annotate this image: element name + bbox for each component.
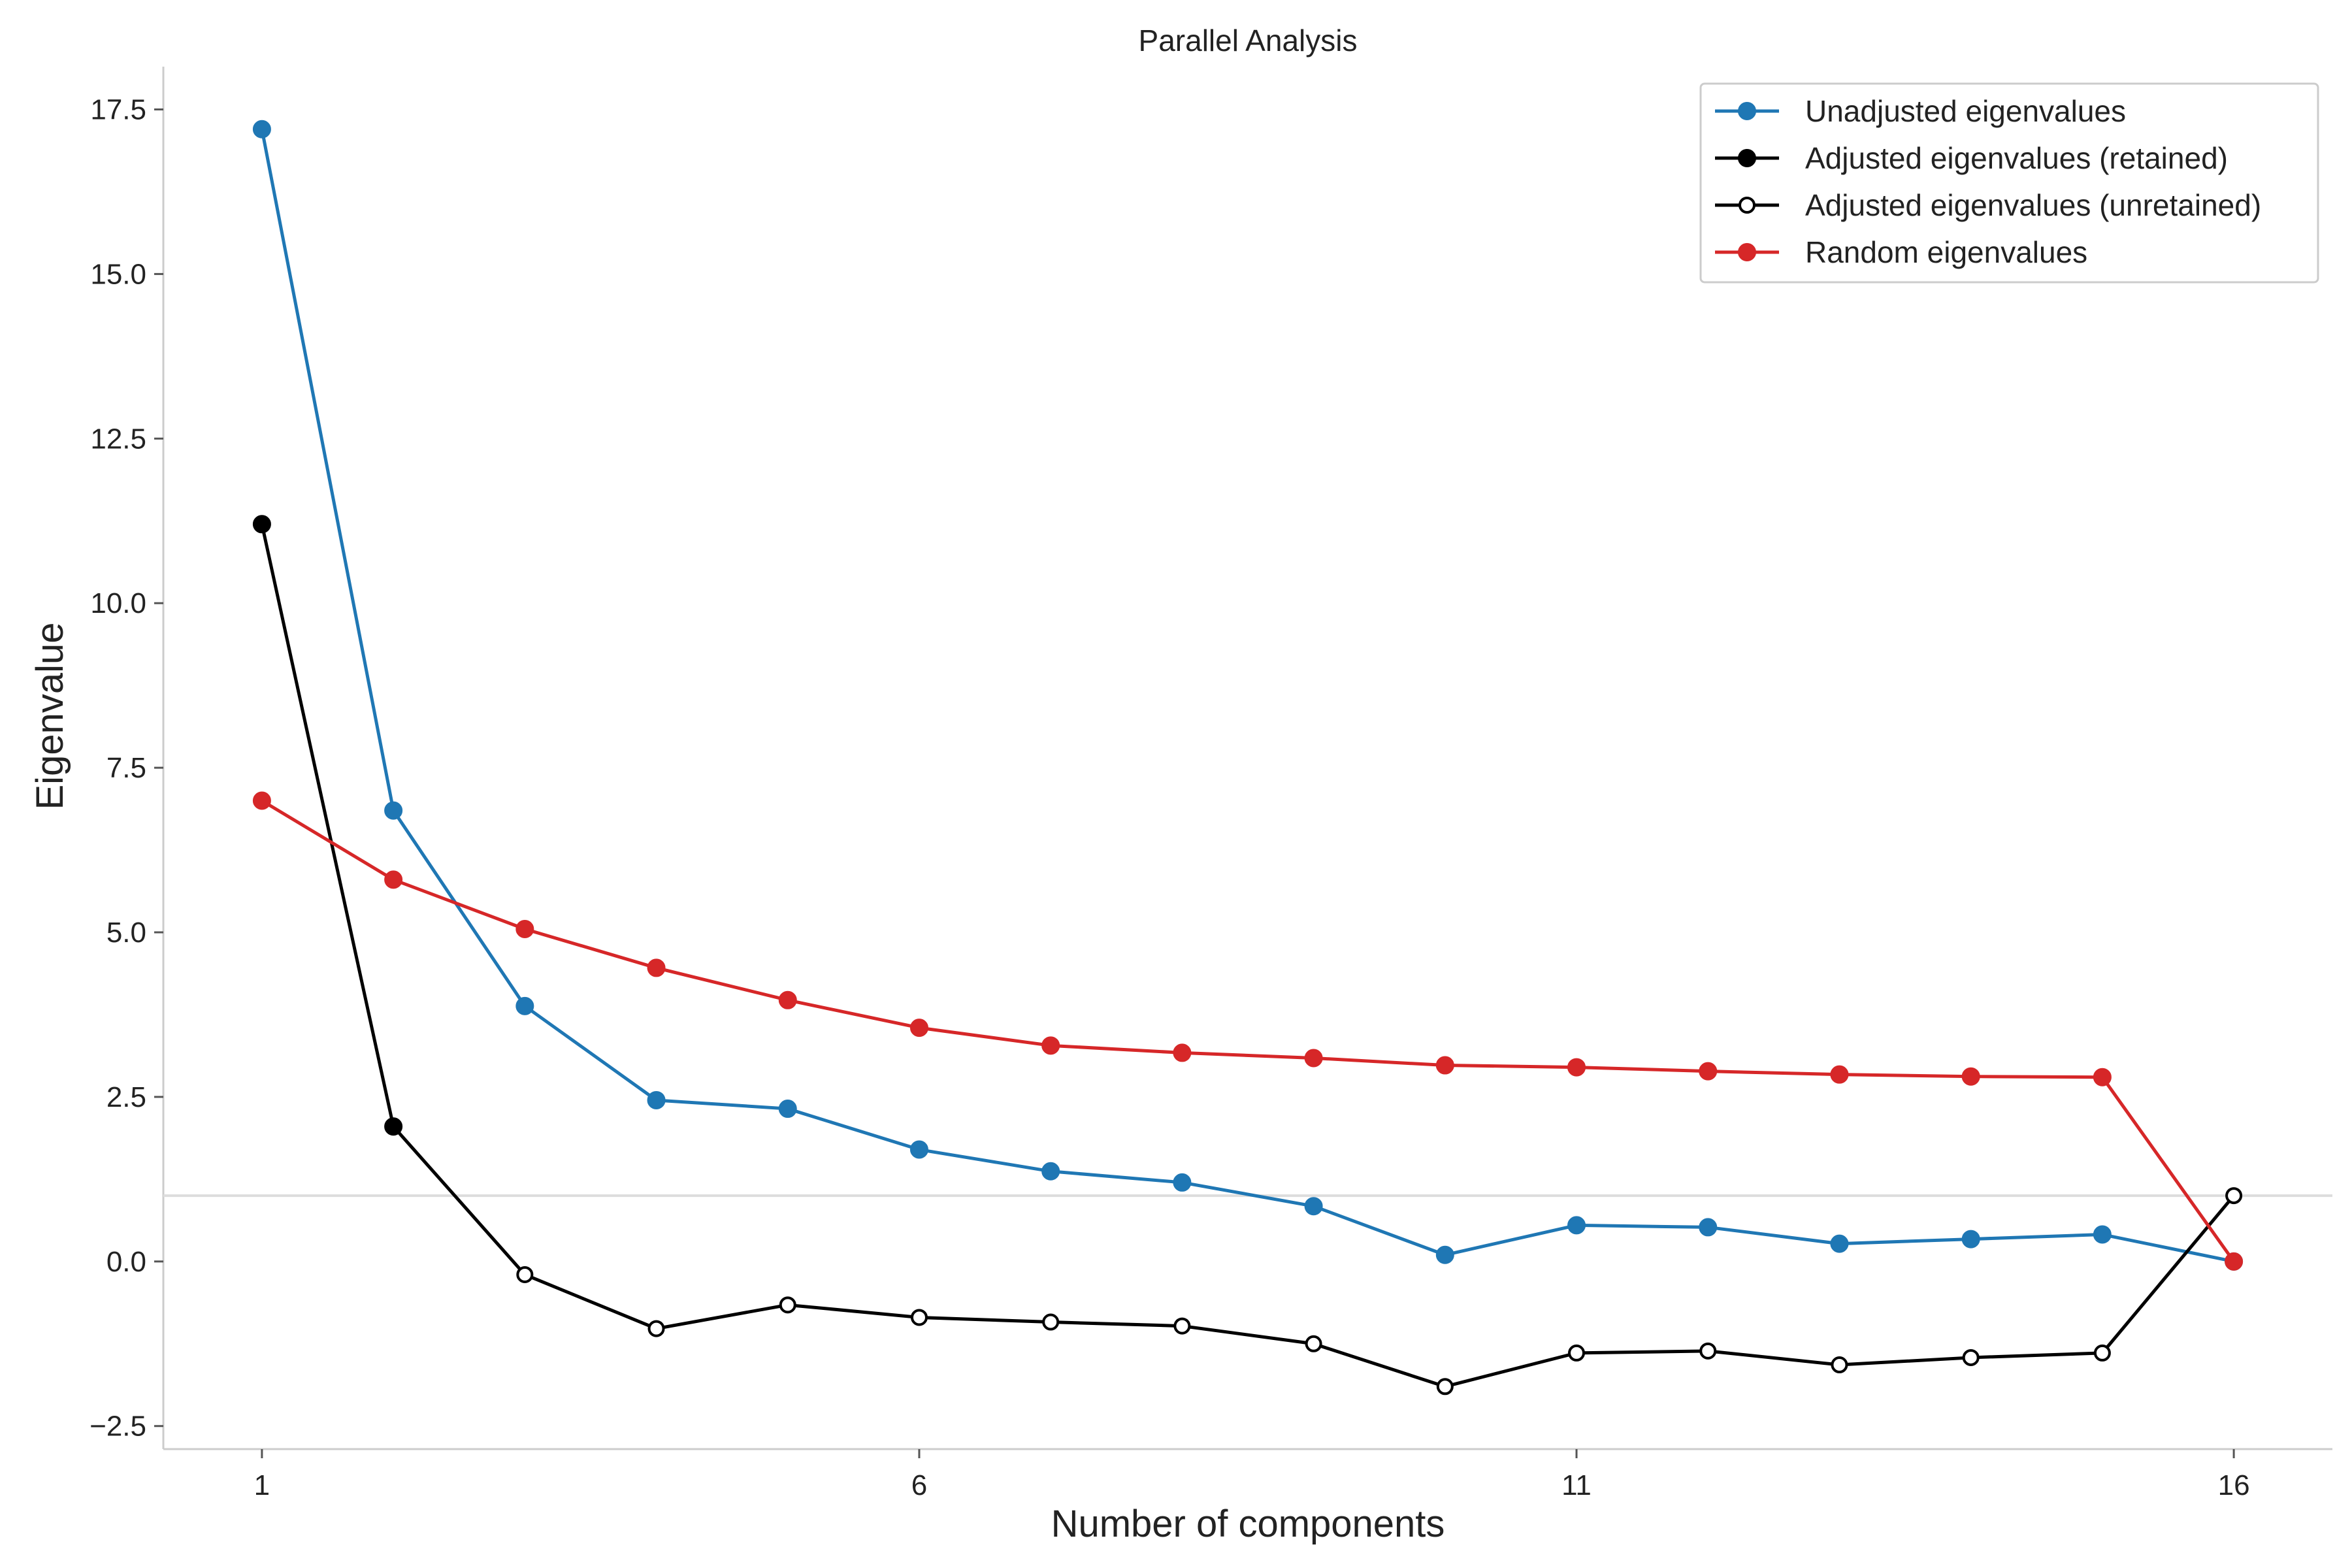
series-line	[261, 799, 2236, 1263]
data-point	[384, 870, 403, 889]
data-point	[778, 1100, 797, 1119]
data-point	[252, 515, 271, 534]
data-point	[647, 1090, 666, 1109]
axes	[162, 67, 2332, 1450]
series-layer	[252, 120, 2244, 1396]
series-line	[260, 129, 2234, 1264]
x-tick-label: 11	[1561, 1469, 1592, 1501]
data-point	[252, 791, 271, 810]
data-point	[909, 1140, 928, 1159]
y-tick-label: 17.5	[90, 93, 146, 125]
data-point	[1962, 1348, 1980, 1366]
data-point	[1961, 1067, 1980, 1086]
data-point	[252, 120, 271, 139]
data-point	[2093, 1225, 2112, 1244]
data-point	[647, 958, 666, 977]
series-random-eigenvalues	[252, 791, 2244, 1271]
data-point	[384, 801, 403, 820]
legend-swatch-marker	[1738, 102, 1756, 120]
legend-item: Unadjusted eigenvalues	[1715, 94, 2126, 128]
legend-label: Adjusted eigenvalues (unretained)	[1805, 188, 2261, 222]
data-point	[2093, 1068, 2112, 1086]
y-tick-label: 12.5	[90, 423, 146, 455]
legend-label: Random eigenvalues	[1805, 235, 2087, 269]
data-point	[515, 996, 534, 1015]
data-point	[909, 1019, 928, 1037]
data-point	[1042, 1313, 1060, 1331]
data-point	[1304, 1049, 1323, 1068]
legend-swatch-marker	[1738, 149, 1756, 167]
data-point	[647, 1320, 665, 1337]
x-tick-label: 6	[911, 1469, 927, 1501]
y-tick-label: −2.5	[90, 1411, 146, 1443]
data-point	[2225, 1252, 2244, 1271]
data-point	[1699, 1062, 1718, 1081]
legend-box	[1699, 82, 2319, 284]
data-point	[1830, 1234, 1849, 1253]
data-point	[1173, 1043, 1192, 1062]
y-tick-label: 5.0	[106, 917, 146, 949]
data-point	[1699, 1218, 1718, 1237]
legend-label: Unadjusted eigenvalues	[1805, 94, 2126, 128]
legend-item: Adjusted eigenvalues (unretained)	[1715, 188, 2261, 222]
data-point	[1699, 1342, 1717, 1360]
legend-swatch-marker	[1738, 243, 1756, 261]
data-point	[778, 990, 797, 1009]
y-tick-label: 2.5	[106, 1081, 146, 1113]
data-point	[1435, 1245, 1454, 1264]
data-point	[1568, 1344, 1586, 1362]
series-adjusted-eigenvalues-unretained	[392, 1125, 2243, 1396]
y-tick-label: 10.0	[90, 587, 146, 619]
series-line	[260, 523, 395, 1127]
data-point	[1435, 1056, 1454, 1075]
legend-swatch-marker	[1739, 197, 1756, 214]
x-tick-label: 1	[254, 1469, 270, 1501]
data-point	[910, 1309, 928, 1326]
data-point	[1173, 1173, 1192, 1192]
legend-item: Random eigenvalues	[1715, 235, 2087, 269]
chart-title: Parallel Analysis	[1139, 24, 1358, 57]
y-axis-label: Eigenvalue	[29, 623, 71, 810]
data-point	[1436, 1378, 1454, 1396]
data-point	[779, 1296, 796, 1314]
data-point	[515, 919, 534, 938]
data-point	[1567, 1216, 1586, 1235]
y-tick-label: 0.0	[106, 1246, 146, 1278]
x-tick-label: 16	[2218, 1469, 2250, 1501]
legend: Unadjusted eigenvalues Adjusted eigenvalu…	[1699, 82, 2319, 284]
y-tick-label: 15.0	[90, 258, 146, 290]
data-point	[2093, 1344, 2111, 1362]
data-point	[1041, 1036, 1060, 1055]
x-axis-label: Number of components	[1051, 1503, 1445, 1545]
ticks: 1 6 11 16−2.50.02.55.07.510.012.515.017.5	[90, 93, 2249, 1501]
series-unadjusted-eigenvalues	[252, 120, 2244, 1271]
data-point	[1173, 1317, 1191, 1335]
data-point	[1305, 1335, 1322, 1352]
data-point	[516, 1266, 534, 1283]
y-tick-label: 7.5	[106, 752, 146, 784]
legend-label: Adjusted eigenvalues (retained)	[1805, 141, 2228, 175]
data-point	[1304, 1197, 1323, 1216]
data-point	[1961, 1230, 1980, 1249]
data-point	[1830, 1065, 1849, 1084]
legend-item: Adjusted eigenvalues (retained)	[1715, 141, 2228, 175]
data-point	[1567, 1058, 1586, 1077]
data-point	[2225, 1187, 2243, 1205]
data-point	[1041, 1162, 1060, 1181]
data-point	[1831, 1356, 1848, 1374]
